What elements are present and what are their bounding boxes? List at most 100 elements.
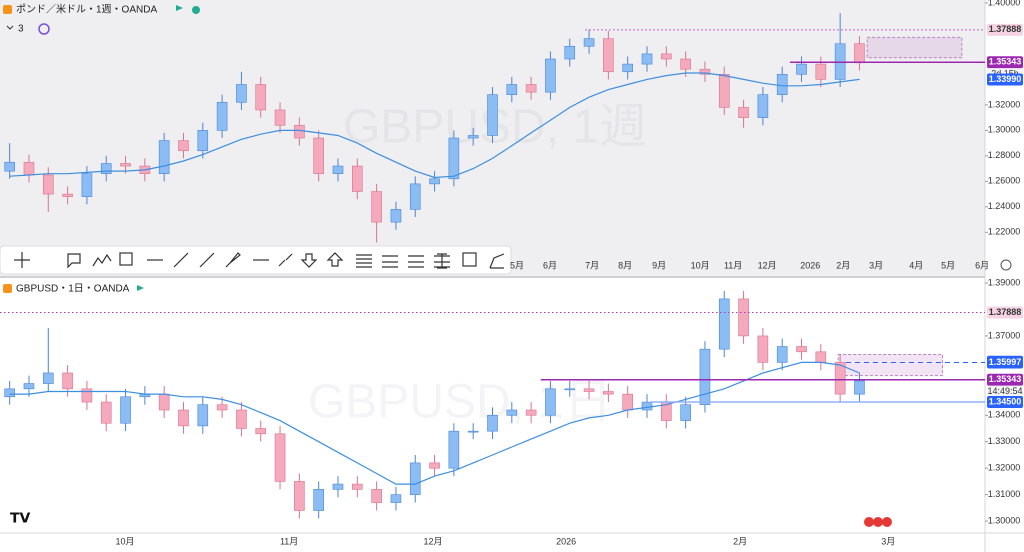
y-tick-label: 1.30000 bbox=[988, 125, 1021, 135]
candle-body bbox=[815, 351, 827, 363]
y-tick-label: 1.39000 bbox=[988, 277, 1021, 287]
candle-body bbox=[352, 165, 363, 192]
arrow-down-tool[interactable] bbox=[300, 253, 318, 268]
candle-body bbox=[815, 63, 827, 80]
candle-body bbox=[661, 53, 672, 60]
x-tick-label: 2月 bbox=[733, 536, 747, 546]
candle-body bbox=[699, 68, 711, 75]
candle-body bbox=[699, 348, 711, 406]
pane-separator bbox=[0, 276, 1024, 278]
event-icon[interactable] bbox=[882, 517, 892, 527]
candle-body bbox=[158, 140, 170, 174]
candle-body bbox=[178, 409, 189, 427]
candle-body bbox=[622, 393, 633, 411]
price-badge-label: 1.37888 bbox=[989, 307, 1022, 317]
candle-body bbox=[545, 58, 556, 93]
candle-body bbox=[100, 401, 112, 424]
symbol-icon bbox=[3, 5, 12, 14]
flag-icon bbox=[176, 5, 183, 11]
candle-body bbox=[178, 140, 189, 152]
candle-body bbox=[641, 401, 653, 411]
candle-body bbox=[718, 73, 730, 108]
candle-body bbox=[23, 161, 35, 176]
measure-tool[interactable] bbox=[462, 252, 477, 267]
candle-body bbox=[313, 137, 324, 174]
link-tool[interactable] bbox=[278, 253, 293, 267]
symbol-title: GBPUSD・1日・OANDA bbox=[16, 284, 130, 295]
candle-body bbox=[62, 372, 73, 390]
candle-body bbox=[796, 346, 807, 353]
candle-body bbox=[236, 409, 247, 429]
y-tick-label: 1.26000 bbox=[988, 176, 1021, 186]
price-badge-label: 1.35343 bbox=[989, 57, 1022, 67]
pitchfork-tool[interactable] bbox=[382, 255, 398, 268]
moving-average bbox=[9, 361, 860, 485]
candle-body bbox=[487, 414, 498, 432]
x-tick-label: 6月 bbox=[975, 260, 989, 270]
price-badge bbox=[987, 373, 1023, 386]
event-icon[interactable] bbox=[873, 517, 883, 527]
candle-body bbox=[42, 174, 54, 195]
candle-body bbox=[603, 38, 614, 73]
candle-body bbox=[255, 84, 267, 111]
candle-body bbox=[236, 84, 247, 103]
candle-body bbox=[429, 178, 440, 185]
shape-tool[interactable] bbox=[489, 253, 505, 269]
rectangle-tool[interactable] bbox=[119, 252, 133, 266]
settings-icon[interactable] bbox=[1000, 259, 1012, 271]
candle-body bbox=[332, 165, 344, 174]
candle-body bbox=[757, 335, 769, 363]
candle-body bbox=[81, 388, 93, 403]
pane bbox=[4, 290, 944, 519]
candle-body bbox=[274, 109, 286, 126]
arrow-up-tool[interactable] bbox=[326, 252, 344, 267]
ray-tool[interactable] bbox=[199, 252, 215, 268]
candle-body bbox=[62, 193, 73, 197]
y-tick-label: 1.33000 bbox=[988, 436, 1021, 446]
x-tick-label: 4月 bbox=[909, 260, 923, 270]
trendline-tool[interactable] bbox=[173, 252, 189, 268]
price-badge bbox=[987, 23, 1023, 36]
gann-tool[interactable] bbox=[408, 255, 424, 268]
candle-body bbox=[564, 388, 576, 391]
candle-body bbox=[776, 73, 788, 95]
indicator-icon[interactable] bbox=[38, 23, 50, 35]
symbol-title: ポンド／米ドル・1週・OANDA bbox=[16, 3, 157, 16]
candle-body bbox=[506, 84, 518, 95]
candle-body bbox=[197, 130, 209, 152]
x-tick-label: 2月 bbox=[836, 260, 850, 270]
candle-body bbox=[680, 404, 691, 421]
candle-body bbox=[583, 38, 595, 47]
x-tick-label: 7月 bbox=[585, 260, 599, 270]
candle-body bbox=[622, 63, 633, 73]
y-tick-label: 1.28000 bbox=[988, 150, 1021, 160]
pattern-tool[interactable] bbox=[92, 253, 112, 267]
event-icon[interactable] bbox=[864, 517, 874, 527]
candle-body bbox=[42, 372, 54, 384]
candle-body bbox=[448, 137, 460, 180]
plot-layer bbox=[0, 13, 985, 519]
collapse-icon[interactable] bbox=[6, 25, 14, 30]
candle-body bbox=[294, 481, 305, 511]
price-badge-label: 1.35997 bbox=[989, 357, 1022, 367]
candle-body bbox=[409, 462, 421, 495]
x-tick-label: 5月 bbox=[941, 260, 955, 270]
brush-tool[interactable] bbox=[225, 252, 241, 268]
y-tick-label: 1.24000 bbox=[988, 201, 1021, 211]
crosshair-tool[interactable] bbox=[14, 252, 30, 268]
fib-tool[interactable] bbox=[356, 254, 372, 268]
moving-average bbox=[9, 72, 860, 179]
price-badge bbox=[987, 356, 1023, 369]
candle-body bbox=[718, 298, 730, 350]
price-axis-bg bbox=[985, 0, 1024, 552]
candle-body bbox=[487, 94, 498, 136]
candle-body bbox=[525, 84, 537, 93]
text-tool[interactable] bbox=[437, 253, 447, 269]
candle-body bbox=[564, 45, 576, 60]
candle-body bbox=[467, 430, 479, 433]
x-tick-label: 6月 bbox=[543, 260, 557, 270]
drawing-toolbar bbox=[0, 245, 512, 275]
callout-tool[interactable] bbox=[67, 253, 81, 269]
price-badge-label: 1.34500 bbox=[989, 396, 1022, 406]
